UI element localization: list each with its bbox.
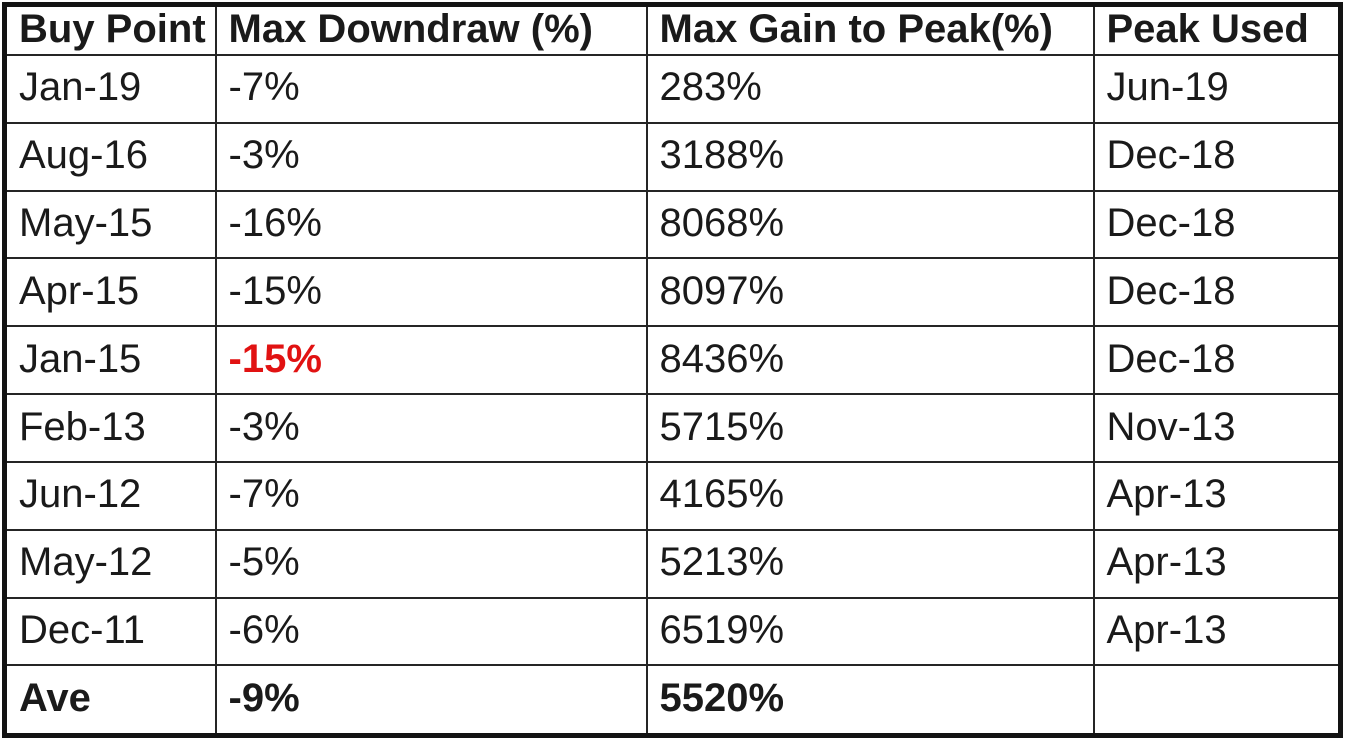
peak-used-cell: Dec-18 xyxy=(1092,189,1342,260)
max-downdraw-cell: -16% xyxy=(214,189,648,260)
header-row: Buy Point Max Downdraw (%) Max Gain to P… xyxy=(3,3,1342,56)
column-header-buy-point: Buy Point xyxy=(3,3,217,56)
table-row: Dec-11 -6% 6519% Apr-13 xyxy=(3,596,1342,667)
peak-used-cell: Nov-13 xyxy=(1092,393,1342,463)
table-row: Jun-12 -7% 4165% Apr-13 xyxy=(3,460,1342,531)
max-downdraw-cell: -9% xyxy=(214,664,648,737)
buy-point-cell: Aug-16 xyxy=(3,121,217,192)
max-gain-cell: 283% xyxy=(645,54,1095,124)
peak-used-cell: Dec-18 xyxy=(1092,325,1342,396)
peak-used-cell: Dec-18 xyxy=(1092,121,1342,192)
buy-point-cell: Apr-15 xyxy=(3,257,217,328)
peak-used-cell xyxy=(1092,664,1342,737)
max-downdraw-cell: -6% xyxy=(214,596,648,667)
max-gain-cell: 8068% xyxy=(645,189,1095,260)
peak-used-cell: Apr-13 xyxy=(1092,528,1342,599)
column-header-max-gain: Max Gain to Peak(%) xyxy=(645,3,1095,56)
table-row: May-12 -5% 5213% Apr-13 xyxy=(3,528,1342,599)
max-gain-cell: 4165% xyxy=(645,460,1095,531)
table-row: May-15 -16% 8068% Dec-18 xyxy=(3,189,1342,260)
peak-used-cell: Dec-18 xyxy=(1092,257,1342,328)
peak-used-cell: Jun-19 xyxy=(1092,54,1342,124)
max-gain-cell: 5520% xyxy=(645,664,1095,737)
buy-point-cell: Ave xyxy=(3,664,217,737)
table-row: Apr-15 -15% 8097% Dec-18 xyxy=(3,257,1342,328)
table-row: Aug-16 -3% 3188% Dec-18 xyxy=(3,121,1342,192)
summary-row: Ave -9% 5520% xyxy=(3,664,1342,737)
peak-used-cell: Apr-13 xyxy=(1092,596,1342,667)
buy-point-cell: Jun-12 xyxy=(3,460,217,531)
max-gain-cell: 3188% xyxy=(645,121,1095,192)
max-gain-cell: 5715% xyxy=(645,393,1095,463)
buy-point-cell: Jan-15 xyxy=(3,325,217,396)
max-gain-cell: 6519% xyxy=(645,596,1095,667)
max-downdraw-cell: -7% xyxy=(214,54,648,124)
max-gain-cell: 8097% xyxy=(645,257,1095,328)
max-downdraw-cell: -3% xyxy=(214,393,648,463)
max-downdraw-cell: -15% xyxy=(214,257,648,328)
column-header-peak-used: Peak Used xyxy=(1092,3,1342,56)
buy-point-cell: Feb-13 xyxy=(3,393,217,463)
buy-point-cell: May-15 xyxy=(3,189,217,260)
max-gain-cell: 5213% xyxy=(645,528,1095,599)
table-row: Jan-19 -7% 283% Jun-19 xyxy=(3,54,1342,124)
table-body: Jan-19 -7% 283% Jun-19 Aug-16 -3% 3188% Dec-18 M… xyxy=(3,54,1342,737)
max-downdraw-cell: -3% xyxy=(214,121,648,192)
peak-used-cell: Apr-13 xyxy=(1092,460,1342,531)
table-row: Jan-15 -15% 8436% Dec-18 xyxy=(3,325,1342,396)
column-header-max-downdraw: Max Downdraw (%) xyxy=(214,3,648,56)
max-downdraw-cell: -7% xyxy=(214,460,648,531)
buy-point-cell: May-12 xyxy=(3,528,217,599)
max-downdraw-cell: -5% xyxy=(214,528,648,599)
table-row: Feb-13 -3% 5715% Nov-13 xyxy=(3,393,1342,463)
buy-point-cell: Dec-11 xyxy=(3,596,217,667)
buy-point-cell: Jan-19 xyxy=(3,54,217,124)
max-downdraw-cell: -15% xyxy=(214,325,648,396)
max-gain-cell: 8436% xyxy=(645,325,1095,396)
